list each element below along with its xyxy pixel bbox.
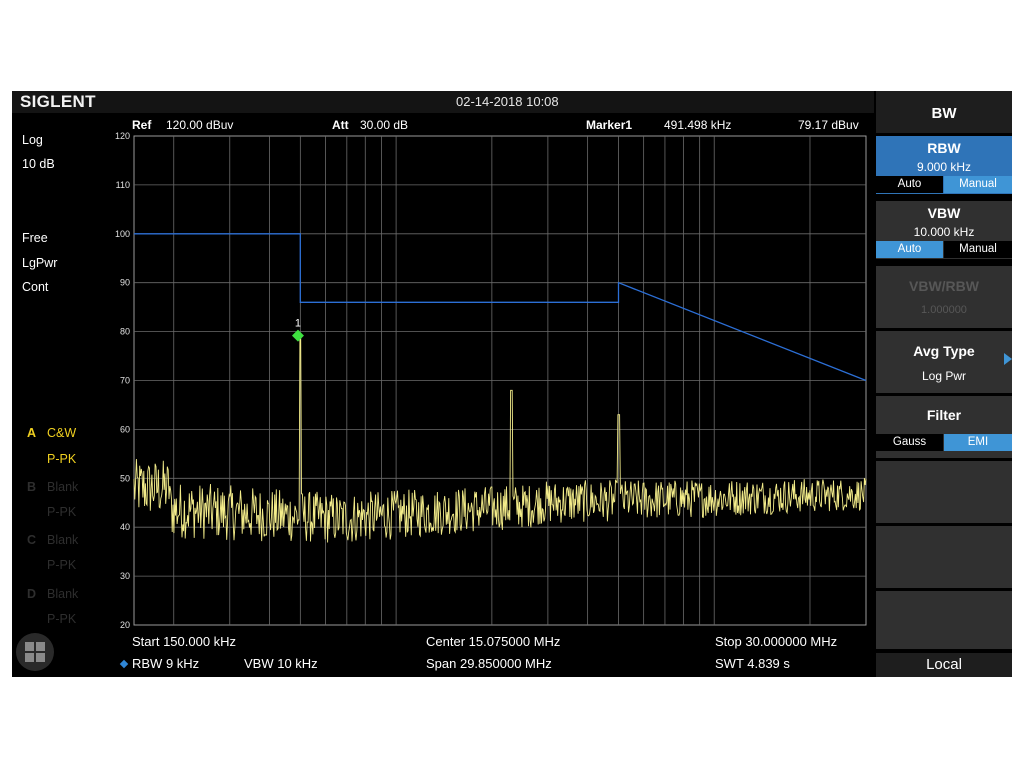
marker-1-label: 1	[295, 318, 301, 330]
rbw-readout[interactable]: RBW 9 kHz	[132, 656, 200, 671]
y-tick-label: 20	[120, 620, 130, 630]
filter-emi-option[interactable]: EMI	[944, 434, 1012, 451]
trace-a-detector[interactable]: P-PK	[47, 452, 77, 466]
limit-line	[134, 233, 867, 382]
vbw-softkey[interactable]: VBW 10.000 kHz Auto Manual	[876, 201, 1012, 259]
y-tick-label: 110	[116, 180, 130, 190]
scale-div[interactable]: 10 dB	[22, 157, 55, 171]
vbw-rbw-label: VBW/RBW	[909, 278, 979, 294]
trace-c-detector[interactable]: P-PK	[47, 558, 77, 572]
att-label: Att	[332, 118, 349, 132]
filter-gauss-option[interactable]: Gauss	[876, 434, 943, 451]
y-tick-label: 50	[120, 473, 130, 483]
sweep-time-readout[interactable]: SWT 4.839 s	[715, 656, 790, 671]
y-tick-label: 100	[115, 229, 130, 239]
y-tick-label: 30	[120, 571, 130, 581]
trace-d-detector[interactable]: P-PK	[47, 612, 77, 626]
submenu-arrow-icon	[1004, 353, 1012, 365]
rbw-manual-option[interactable]: Manual	[944, 176, 1012, 193]
local-label: Local	[926, 656, 962, 673]
rbw-softkey[interactable]: RBW 9.000 kHz Auto Manual	[876, 136, 1012, 194]
trace-b-detector[interactable]: P-PK	[47, 505, 77, 519]
vbw-value: 10.000 kHz	[913, 225, 975, 239]
top-bar: SIGLENT 02-14-2018 10:08	[12, 91, 874, 113]
vbw-rbw-value: 1.000000	[921, 304, 967, 316]
marker-frequency: 491.498 kHz	[664, 118, 732, 132]
y-tick-label: 40	[120, 522, 130, 532]
avg-type-label: Avg Type	[913, 343, 975, 359]
y-axis-labels: 120 110 100 90 80 70 60 50 40 30 20	[115, 131, 130, 630]
att-value: 30.00 dB	[360, 118, 409, 132]
trace-c-type[interactable]: Blank	[47, 533, 79, 547]
avg-type-value: Log Pwr	[921, 369, 967, 383]
softkey-menu: BW RBW 9.000 kHz Auto Manual VBW 10.000 …	[874, 91, 1012, 677]
trace-a-type[interactable]: C&W	[47, 426, 77, 440]
menu-title-box: BW	[876, 91, 1012, 133]
y-tick-label: 120	[115, 131, 130, 141]
y-tick-label: 60	[120, 424, 130, 434]
trace-b-type[interactable]: Blank	[47, 480, 79, 494]
ref-label: Ref	[132, 118, 152, 132]
sweep-mode[interactable]: Cont	[22, 280, 49, 294]
menu-title: BW	[931, 105, 957, 122]
start-frequency[interactable]: Start 150.000 kHz	[132, 634, 237, 649]
rbw-value: 9.000 kHz	[916, 160, 972, 174]
y-tick-label: 80	[120, 327, 130, 337]
stop-frequency[interactable]: Stop 30.000000 MHz	[715, 634, 838, 649]
trace-a-line	[133, 336, 867, 543]
marker-label: Marker1	[586, 118, 633, 132]
apps-grid-icon[interactable]	[16, 633, 54, 671]
y-tick-label: 70	[120, 376, 130, 386]
empty-softkey-2[interactable]	[876, 526, 1012, 588]
vbw-auto-option[interactable]: Auto	[876, 241, 943, 258]
vbw-manual-option[interactable]: Manual	[944, 241, 1012, 258]
analyzer-screen: SIGLENT 02-14-2018 10:08 Ref 120.00 dBuv…	[12, 91, 1012, 677]
trace-a-letter[interactable]: A	[27, 426, 37, 440]
limit-line-group	[134, 233, 867, 382]
marker-group: 1	[291, 318, 304, 342]
trace-b-letter[interactable]: B	[27, 480, 37, 494]
scale-type[interactable]: Log	[22, 133, 43, 147]
vbw-readout[interactable]: VBW 10 kHz	[244, 656, 318, 671]
center-frequency[interactable]: Center 15.075000 MHz	[426, 634, 561, 649]
filter-label: Filter	[926, 407, 962, 423]
trace-d-letter[interactable]: D	[27, 587, 37, 601]
y-tick-label: 90	[120, 278, 130, 288]
plot-grid	[133, 135, 867, 626]
rbw-auto-option[interactable]: Auto	[876, 176, 943, 193]
trace-d-type[interactable]: Blank	[47, 587, 79, 601]
empty-softkey-1[interactable]	[876, 461, 1012, 523]
spectrum-plot[interactable]: 120 110 100 90 80 70 60 50 40 30 20 1	[12, 91, 874, 677]
marker-level: 79.17 dBuv	[798, 118, 859, 132]
avg-type-softkey[interactable]: Avg Type Log Pwr	[876, 331, 1012, 393]
trace-group	[133, 336, 867, 543]
empty-softkey-3[interactable]	[876, 591, 1012, 649]
date-time: 02-14-2018 10:08	[456, 94, 559, 109]
ref-value: 120.00 dBuv	[166, 118, 234, 132]
filter-softkey[interactable]: Filter Gauss EMI	[876, 396, 1012, 458]
vbw-label: VBW	[927, 205, 961, 221]
trigger-mode[interactable]: Free	[22, 231, 48, 245]
rbw-label: RBW	[927, 140, 961, 156]
vbw-rbw-softkey[interactable]: VBW/RBW 1.000000	[876, 266, 1012, 328]
span-readout[interactable]: Span 29.850000 MHz	[426, 656, 552, 671]
local-button[interactable]: Local	[876, 653, 1012, 677]
detect-mode[interactable]: LgPwr	[22, 256, 58, 270]
trace-c-letter[interactable]: C	[27, 533, 37, 547]
marker-1-diamond	[291, 329, 304, 342]
brand-logo: SIGLENT	[20, 92, 96, 111]
